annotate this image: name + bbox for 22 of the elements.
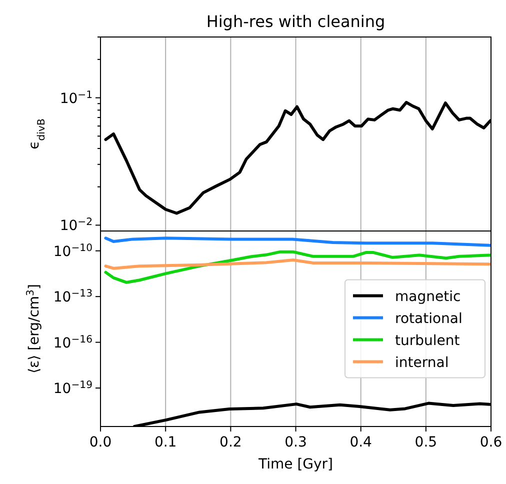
legend-label: internal [395,354,449,371]
legend-label: turbulent [395,332,460,349]
legend-label: magnetic [395,288,461,305]
x-tick-label: 0.3 [284,434,307,450]
line-series [104,250,491,284]
x-tick-label: 0.4 [350,434,372,450]
y-tick-label: 10$^{−16}$ [53,334,92,352]
y-tick-label: 10$^{−2}$ [60,216,92,234]
x-axis-title: Time [Gyr] [257,456,334,472]
x-tick-label: 0.1 [154,434,177,450]
x-tick-label: 0.0 [89,434,112,450]
chart-title: High-res with cleaning [206,12,386,31]
x-tick-label: 0.5 [414,434,438,450]
y-tick-label: 10$^{−19}$ [53,380,92,398]
y-tick-label: 10$^{−13}$ [53,288,92,306]
line-series [104,258,491,270]
line-series [104,236,491,247]
x-tick-label: 0.6 [480,434,502,450]
y-tick-label: 10$^{−1}$ [60,89,92,107]
legend-label: rotational [395,310,462,327]
y-tick-label: 10$^{−10}$ [53,242,92,260]
x-tick-label: 0.2 [220,434,242,450]
